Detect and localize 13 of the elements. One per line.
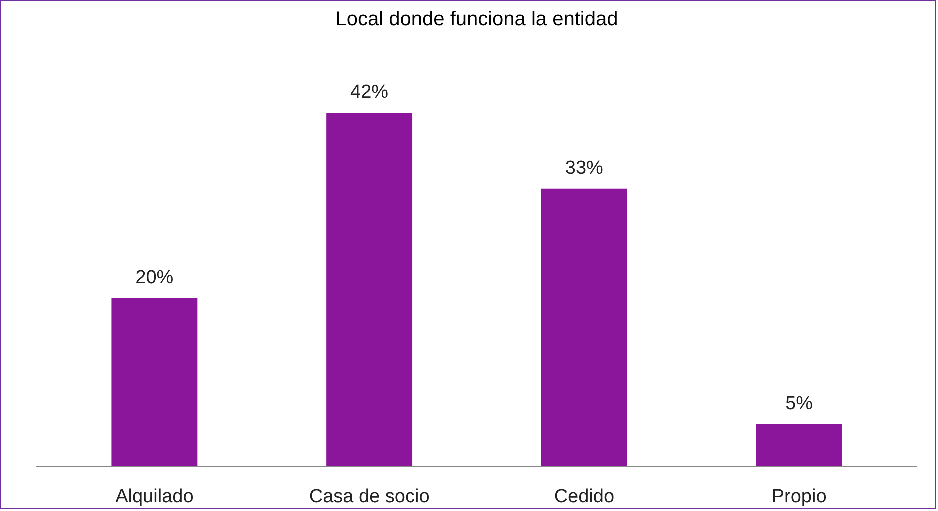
- data-label: 5%: [786, 393, 814, 414]
- bar: [541, 188, 628, 466]
- x-tick-label: Alquilado: [116, 486, 194, 508]
- x-tick-label: Propio: [772, 486, 827, 508]
- x-tick-label: Casa de socio: [309, 486, 430, 508]
- data-label: 42%: [350, 82, 389, 104]
- data-label: 33%: [565, 158, 604, 179]
- chart-title: Local donde funciona la entidad: [336, 8, 618, 30]
- data-label: 20%: [136, 267, 174, 288]
- bar: [326, 113, 413, 466]
- bar: [112, 298, 198, 466]
- x-tick-label: Cedido: [554, 486, 615, 508]
- bar: [756, 424, 842, 466]
